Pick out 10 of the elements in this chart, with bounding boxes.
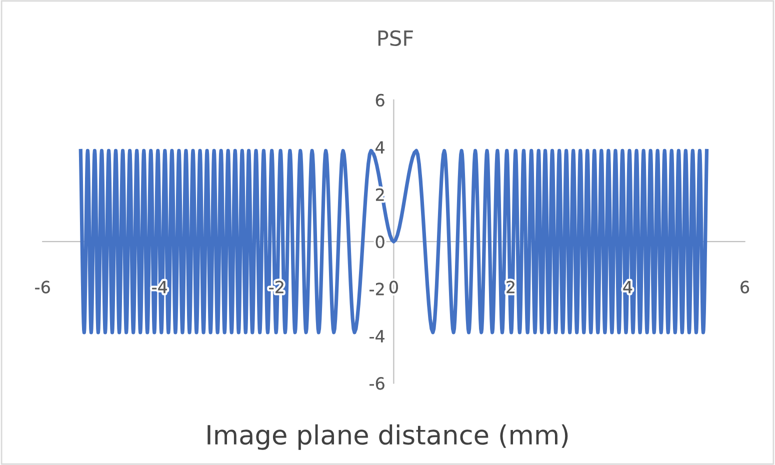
y-tick-label: 0 — [376, 236, 384, 248]
x-tick-label: 0 — [389, 280, 398, 294]
y-tick-label: -6 — [370, 377, 384, 390]
x-tick-label: 6 — [740, 280, 750, 294]
x-axis-title: Image plane distance (mm) — [208, 424, 568, 450]
chart-title: PSF — [378, 30, 413, 46]
y-tick-label: -4 — [370, 330, 384, 342]
y-tick-label: 4 — [376, 141, 384, 154]
y-tick-label: 6 — [376, 94, 384, 107]
x-tick-label: -6 — [35, 280, 50, 294]
